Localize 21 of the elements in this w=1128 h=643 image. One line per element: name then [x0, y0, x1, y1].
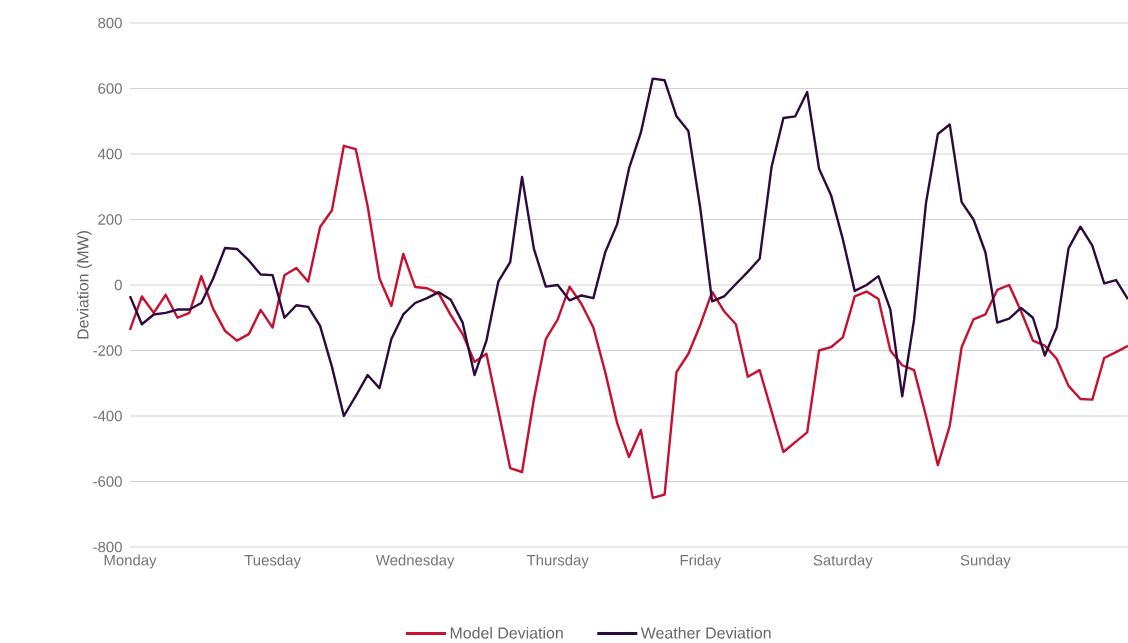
x-tick-label: Sunday	[960, 554, 1011, 569]
x-tick-label: Monday	[104, 554, 157, 569]
x-tick-label: Wednesday	[375, 554, 455, 569]
y-tick-label: 600	[98, 83, 122, 94]
line-series	[128, 77, 1128, 418]
y-tick-label: -800	[93, 541, 122, 553]
y-tick-label: 800	[98, 17, 122, 29]
line-series	[128, 144, 1128, 500]
x-tick-label: Thursday	[526, 554, 589, 569]
x-tick-label: Friday	[680, 554, 721, 569]
y-tick-label: 0	[114, 279, 122, 291]
x-tick-label: Tuesday	[244, 554, 301, 569]
legend-label: Weather Deviation	[640, 626, 771, 639]
y-tick-label: -600	[93, 476, 122, 487]
y-tick-label: 200	[98, 214, 122, 225]
y-tick-label: -400	[93, 410, 122, 422]
y-tick-label: 400	[97, 148, 122, 160]
x-tick-label: Saturday	[813, 554, 873, 569]
y-axis-title: Deviation (MW)	[76, 231, 92, 339]
legend-label: Model Deviation	[450, 626, 563, 639]
y-tick-label: -200	[93, 345, 122, 356]
